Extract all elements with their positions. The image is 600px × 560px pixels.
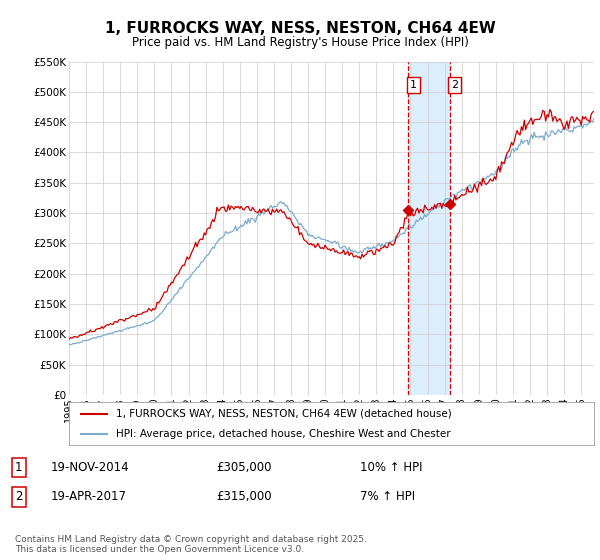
Text: HPI: Average price, detached house, Cheshire West and Chester: HPI: Average price, detached house, Ches… [116, 429, 451, 439]
Text: 19-NOV-2014: 19-NOV-2014 [51, 461, 130, 474]
Text: 10% ↑ HPI: 10% ↑ HPI [360, 461, 422, 474]
Text: £315,000: £315,000 [216, 490, 272, 503]
Text: 19-APR-2017: 19-APR-2017 [51, 490, 127, 503]
Text: Price paid vs. HM Land Registry's House Price Index (HPI): Price paid vs. HM Land Registry's House … [131, 36, 469, 49]
Text: 1, FURROCKS WAY, NESS, NESTON, CH64 4EW: 1, FURROCKS WAY, NESS, NESTON, CH64 4EW [104, 21, 496, 36]
Text: 1: 1 [15, 461, 23, 474]
Text: 1, FURROCKS WAY, NESS, NESTON, CH64 4EW (detached house): 1, FURROCKS WAY, NESS, NESTON, CH64 4EW … [116, 409, 452, 419]
Text: 2: 2 [15, 490, 23, 503]
Text: 7% ↑ HPI: 7% ↑ HPI [360, 490, 415, 503]
Bar [409, 62, 449, 395]
Text: Contains HM Land Registry data © Crown copyright and database right 2025.
This d: Contains HM Land Registry data © Crown c… [15, 535, 367, 554]
Text: £305,000: £305,000 [216, 461, 271, 474]
Text: 1: 1 [410, 80, 417, 90]
Text: 2: 2 [451, 80, 458, 90]
